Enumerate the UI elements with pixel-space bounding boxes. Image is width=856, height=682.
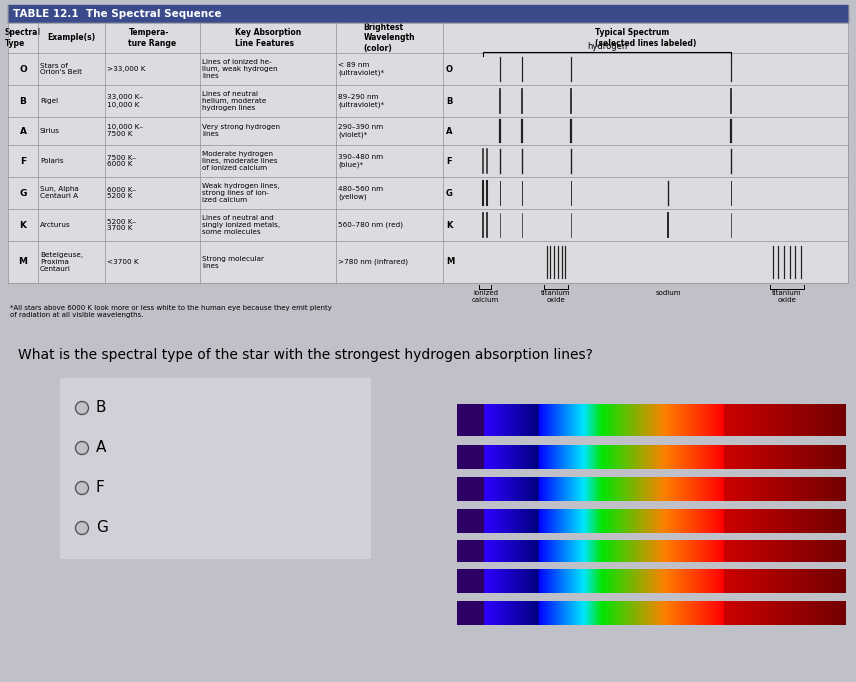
Text: 10,000 K–
7500 K: 10,000 K– 7500 K [107,125,143,138]
Text: 5200 K–
3700 K: 5200 K– 3700 K [107,218,136,231]
Text: G: G [20,188,27,198]
Text: B: B [446,96,452,106]
Text: Typical Spectrum
(selected lines labeled): Typical Spectrum (selected lines labeled… [595,28,696,48]
Bar [8,117,848,145]
Text: Moderate hydrogen
lines, moderate lines
of ionized calcium: Moderate hydrogen lines, moderate lines … [202,151,277,171]
Text: O: O [19,65,27,74]
Bar [8,209,848,241]
Text: 7500 K–
6000 K: 7500 K– 6000 K [107,155,136,168]
Bar [8,145,848,177]
Text: Lines of ionized he-
lium, weak hydrogen
lines: Lines of ionized he- lium, weak hydrogen… [202,59,277,79]
Text: *All stars above 6000 K look more or less white to the human eye because they em: *All stars above 6000 K look more or les… [10,305,332,318]
Text: Arcturus: Arcturus [40,222,71,228]
Text: Rigel: Rigel [40,98,58,104]
Bar [8,177,848,209]
Text: B: B [96,400,106,415]
Text: 560–780 nm (red): 560–780 nm (red) [338,222,403,228]
Text: 290–390 nm
(violet)*: 290–390 nm (violet)* [338,124,383,138]
Text: Example(s): Example(s) [47,33,96,42]
Text: G: G [96,520,108,535]
Text: Spectral
Type: Spectral Type [5,28,41,48]
Text: Strong molecular
lines: Strong molecular lines [202,256,264,269]
Text: Sun, Alpha
Centauri A: Sun, Alpha Centauri A [40,186,79,200]
Bar [8,241,848,283]
Text: A: A [96,441,106,456]
Text: A: A [446,126,453,136]
Text: ionized
calcium: ionized calcium [472,290,499,303]
Text: Key Absorption
Line Features: Key Absorption Line Features [235,28,301,48]
Text: M: M [19,258,27,267]
Text: titanium
oxide: titanium oxide [541,290,571,303]
Text: titanium
oxide: titanium oxide [772,290,801,303]
Text: Sirius: Sirius [40,128,60,134]
Bar [8,85,848,117]
Text: >33,000 K: >33,000 K [107,66,146,72]
Text: Weak hydrogen lines,
strong lines of ion-
ized calcium: Weak hydrogen lines, strong lines of ion… [202,183,280,203]
Text: 480–560 nm
(yellow): 480–560 nm (yellow) [338,186,383,200]
Text: >780 nm (infrared): >780 nm (infrared) [338,258,408,265]
Text: F: F [446,156,452,166]
Text: Tempera-
ture Range: Tempera- ture Range [128,28,176,48]
Circle shape [75,402,88,415]
Text: <3700 K: <3700 K [107,259,139,265]
Bar [8,53,848,85]
Text: Polaris: Polaris [40,158,63,164]
Text: Betelgeuse,
Proxima
Centauri: Betelgeuse, Proxima Centauri [40,252,83,272]
Text: O: O [446,65,453,74]
Text: M: M [446,258,455,267]
Text: B: B [20,96,27,106]
Text: sodium: sodium [656,290,681,296]
Circle shape [75,522,88,535]
Bar [8,5,848,23]
Text: 33,000 K–
10,000 K: 33,000 K– 10,000 K [107,95,143,108]
Text: F: F [20,156,26,166]
Text: What is the spectral type of the star with the strongest hydrogen absorption lin: What is the spectral type of the star wi… [18,348,593,362]
Text: K: K [20,220,27,230]
Text: Very strong hydrogen
lines: Very strong hydrogen lines [202,125,280,138]
Bar [8,23,848,53]
Bar [60,378,370,558]
Circle shape [75,441,88,454]
Text: F: F [96,481,104,496]
Text: 89–290 nm
(ultraviolet)*: 89–290 nm (ultraviolet)* [338,94,384,108]
Circle shape [75,481,88,494]
Text: Lines of neutral and
singly ionized metals,
some molecules: Lines of neutral and singly ionized meta… [202,215,280,235]
Text: 6000 K–
5200 K: 6000 K– 5200 K [107,186,136,200]
Text: 390–480 nm
(blue)*: 390–480 nm (blue)* [338,154,383,168]
Text: TABLE 12.1  The Spectral Sequence: TABLE 12.1 The Spectral Sequence [13,9,222,19]
Text: Stars of
Orion's Belt: Stars of Orion's Belt [40,63,82,76]
Text: Lines of neutral
helium, moderate
hydrogen lines: Lines of neutral helium, moderate hydrog… [202,91,266,111]
Text: Brightest
Wavelength
(color): Brightest Wavelength (color) [364,23,415,53]
Text: K: K [446,220,452,230]
Text: G: G [446,188,453,198]
Text: hydrogen: hydrogen [587,42,627,51]
Text: A: A [20,126,27,136]
Text: < 89 nm
(ultraviolet)*: < 89 nm (ultraviolet)* [338,62,384,76]
